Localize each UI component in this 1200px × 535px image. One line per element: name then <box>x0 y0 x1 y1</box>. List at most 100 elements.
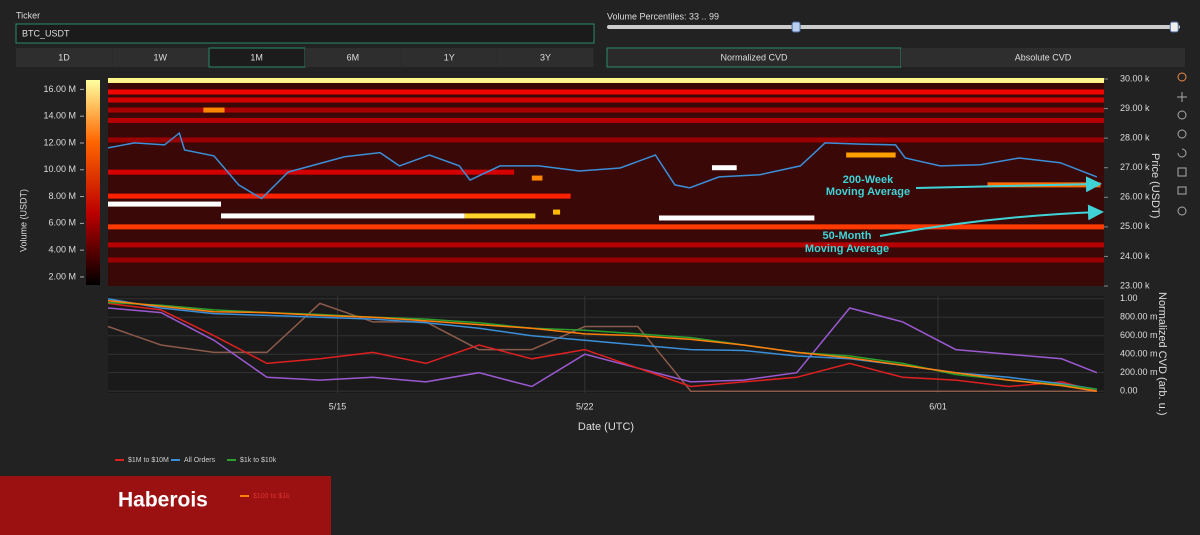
y-tick-label: 30.00 k <box>1120 73 1150 83</box>
heatmap-band <box>108 107 1104 113</box>
price-line <box>107 131 1098 200</box>
heatmap-band <box>531 175 543 181</box>
tool-icon[interactable] <box>1177 110 1187 120</box>
heatmap-band <box>203 107 225 113</box>
slider-handle[interactable] <box>791 21 801 33</box>
x-tick-label: 5/22 <box>576 401 594 411</box>
y-tick-label: 0.00 <box>1120 386 1138 396</box>
y-tick-label: 26.00 k <box>1120 192 1150 202</box>
y-tick-label: 800.00 m <box>1120 312 1158 322</box>
tool-icon[interactable] <box>1177 92 1187 102</box>
heatmap-band <box>221 213 465 219</box>
colorbar-tick-label: 4.00 M <box>48 245 76 255</box>
tool-icon[interactable] <box>1177 129 1187 139</box>
y-tick-label: 23.00 k <box>1120 280 1150 290</box>
annotation: Moving Average <box>805 243 889 255</box>
y-tick-label: 27.00 k <box>1120 162 1150 172</box>
slider-handle[interactable] <box>1169 21 1179 33</box>
heatmap-band <box>711 165 737 171</box>
tool-icon[interactable] <box>1177 167 1187 177</box>
timeframe-button[interactable] <box>112 48 209 67</box>
tool-icon[interactable] <box>1177 186 1187 195</box>
colorbar-tick-label: 12.00 M <box>43 137 76 147</box>
heatmap-band <box>846 152 896 158</box>
y-tick-label: 24.00 k <box>1120 251 1150 261</box>
legend-label: $100 to $1k <box>253 493 290 500</box>
colorbar-tick-label: 2.00 M <box>48 271 76 281</box>
colorbar-tick-label: 8.00 M <box>48 191 76 201</box>
timeframe-label: 1Y <box>444 52 455 62</box>
y-tick-label: 28.00 k <box>1120 133 1150 143</box>
y-tick-label: 29.00 k <box>1120 103 1150 113</box>
legend-label: $1k to $10k <box>240 457 277 464</box>
annotation: 50-Month <box>823 230 872 242</box>
annotation-arrow <box>879 204 1104 237</box>
heatmap-band <box>108 242 1104 248</box>
heatmap-band <box>108 169 515 175</box>
heatmap-band <box>108 137 1104 143</box>
heatmap-band <box>108 77 1104 83</box>
cvd-plot-area <box>108 296 1104 393</box>
colorbar-tick-label: 14.00 M <box>43 111 76 121</box>
timeframe-label: 1W <box>154 52 168 62</box>
y-tick-label: 25.00 k <box>1120 221 1150 231</box>
colorbar-tick-label: 6.00 M <box>48 218 76 228</box>
y-axis-title: Normalized CVD (arb. u.) <box>1156 292 1168 415</box>
mode-label: Normalized CVD <box>720 52 788 62</box>
cvd-line <box>107 302 1097 392</box>
timeframe-button[interactable] <box>401 48 498 67</box>
colorbar-tick-label: 16.00 M <box>43 84 76 94</box>
cvd-line <box>107 302 1098 392</box>
y-tick-label: 1.00 <box>1120 293 1138 303</box>
heatmap-band <box>108 117 1104 123</box>
timeframe-label: 1D <box>58 52 70 62</box>
watermark: Haberois <box>118 489 208 512</box>
percentile-label: Volume Percentiles: 33 .. 99 <box>607 11 719 21</box>
annotation-arrow <box>915 176 1102 193</box>
colorbar <box>86 80 100 285</box>
y-axis-title: Price (USDT) <box>1149 153 1161 218</box>
colorbar-title: Volume (USDT) <box>18 189 28 252</box>
x-tick-label: 5/15 <box>329 401 347 411</box>
y-tick-label: 400.00 m <box>1120 349 1158 359</box>
timeframe-label: 1M <box>250 52 263 62</box>
x-axis-title: Date (UTC) <box>578 421 634 433</box>
heatmap-band <box>108 257 1104 263</box>
heatmap-band <box>553 209 561 215</box>
cvd-line <box>107 299 1098 392</box>
timeframe-button[interactable] <box>497 48 594 67</box>
x-tick-label: 6/01 <box>929 401 947 411</box>
y-tick-label: 600.00 m <box>1120 330 1158 340</box>
tool-icon[interactable] <box>1177 148 1187 158</box>
ticker-label: Ticker <box>16 10 40 20</box>
y-tick-label: 200.00 m <box>1120 367 1158 377</box>
mode-button[interactable] <box>901 48 1185 67</box>
timeframe-button[interactable] <box>16 48 112 67</box>
heatmap-band <box>108 89 1104 95</box>
colorbar-tick-label: 10.00 M <box>43 164 76 174</box>
heatmap-band <box>658 215 815 221</box>
heatmap-band <box>108 97 1104 103</box>
tool-icon[interactable] <box>1177 206 1187 216</box>
slider-track[interactable] <box>607 25 1180 29</box>
watermark-banner <box>0 476 331 535</box>
timeframe-button[interactable] <box>304 48 401 67</box>
annotation: 200-Week <box>843 174 894 186</box>
heatmap-band <box>108 201 222 207</box>
timeframe-label: 3Y <box>540 52 551 62</box>
toolbar <box>1177 72 1187 216</box>
tool-icon[interactable] <box>1177 72 1187 82</box>
cvd-line <box>107 307 1098 388</box>
heatmap-background <box>108 79 1104 286</box>
legend-label: All Orders <box>184 457 216 464</box>
timeframe-label: 6M <box>347 52 360 62</box>
heatmap-band <box>464 213 536 219</box>
annotation: Moving Average <box>826 186 910 198</box>
ticker-input[interactable] <box>15 23 595 44</box>
legend-label: $1M to $10M <box>128 457 169 464</box>
heatmap-band <box>108 224 1104 230</box>
mode-label: Absolute CVD <box>1015 52 1072 62</box>
ticker-value: BTC_USDT <box>22 28 70 38</box>
